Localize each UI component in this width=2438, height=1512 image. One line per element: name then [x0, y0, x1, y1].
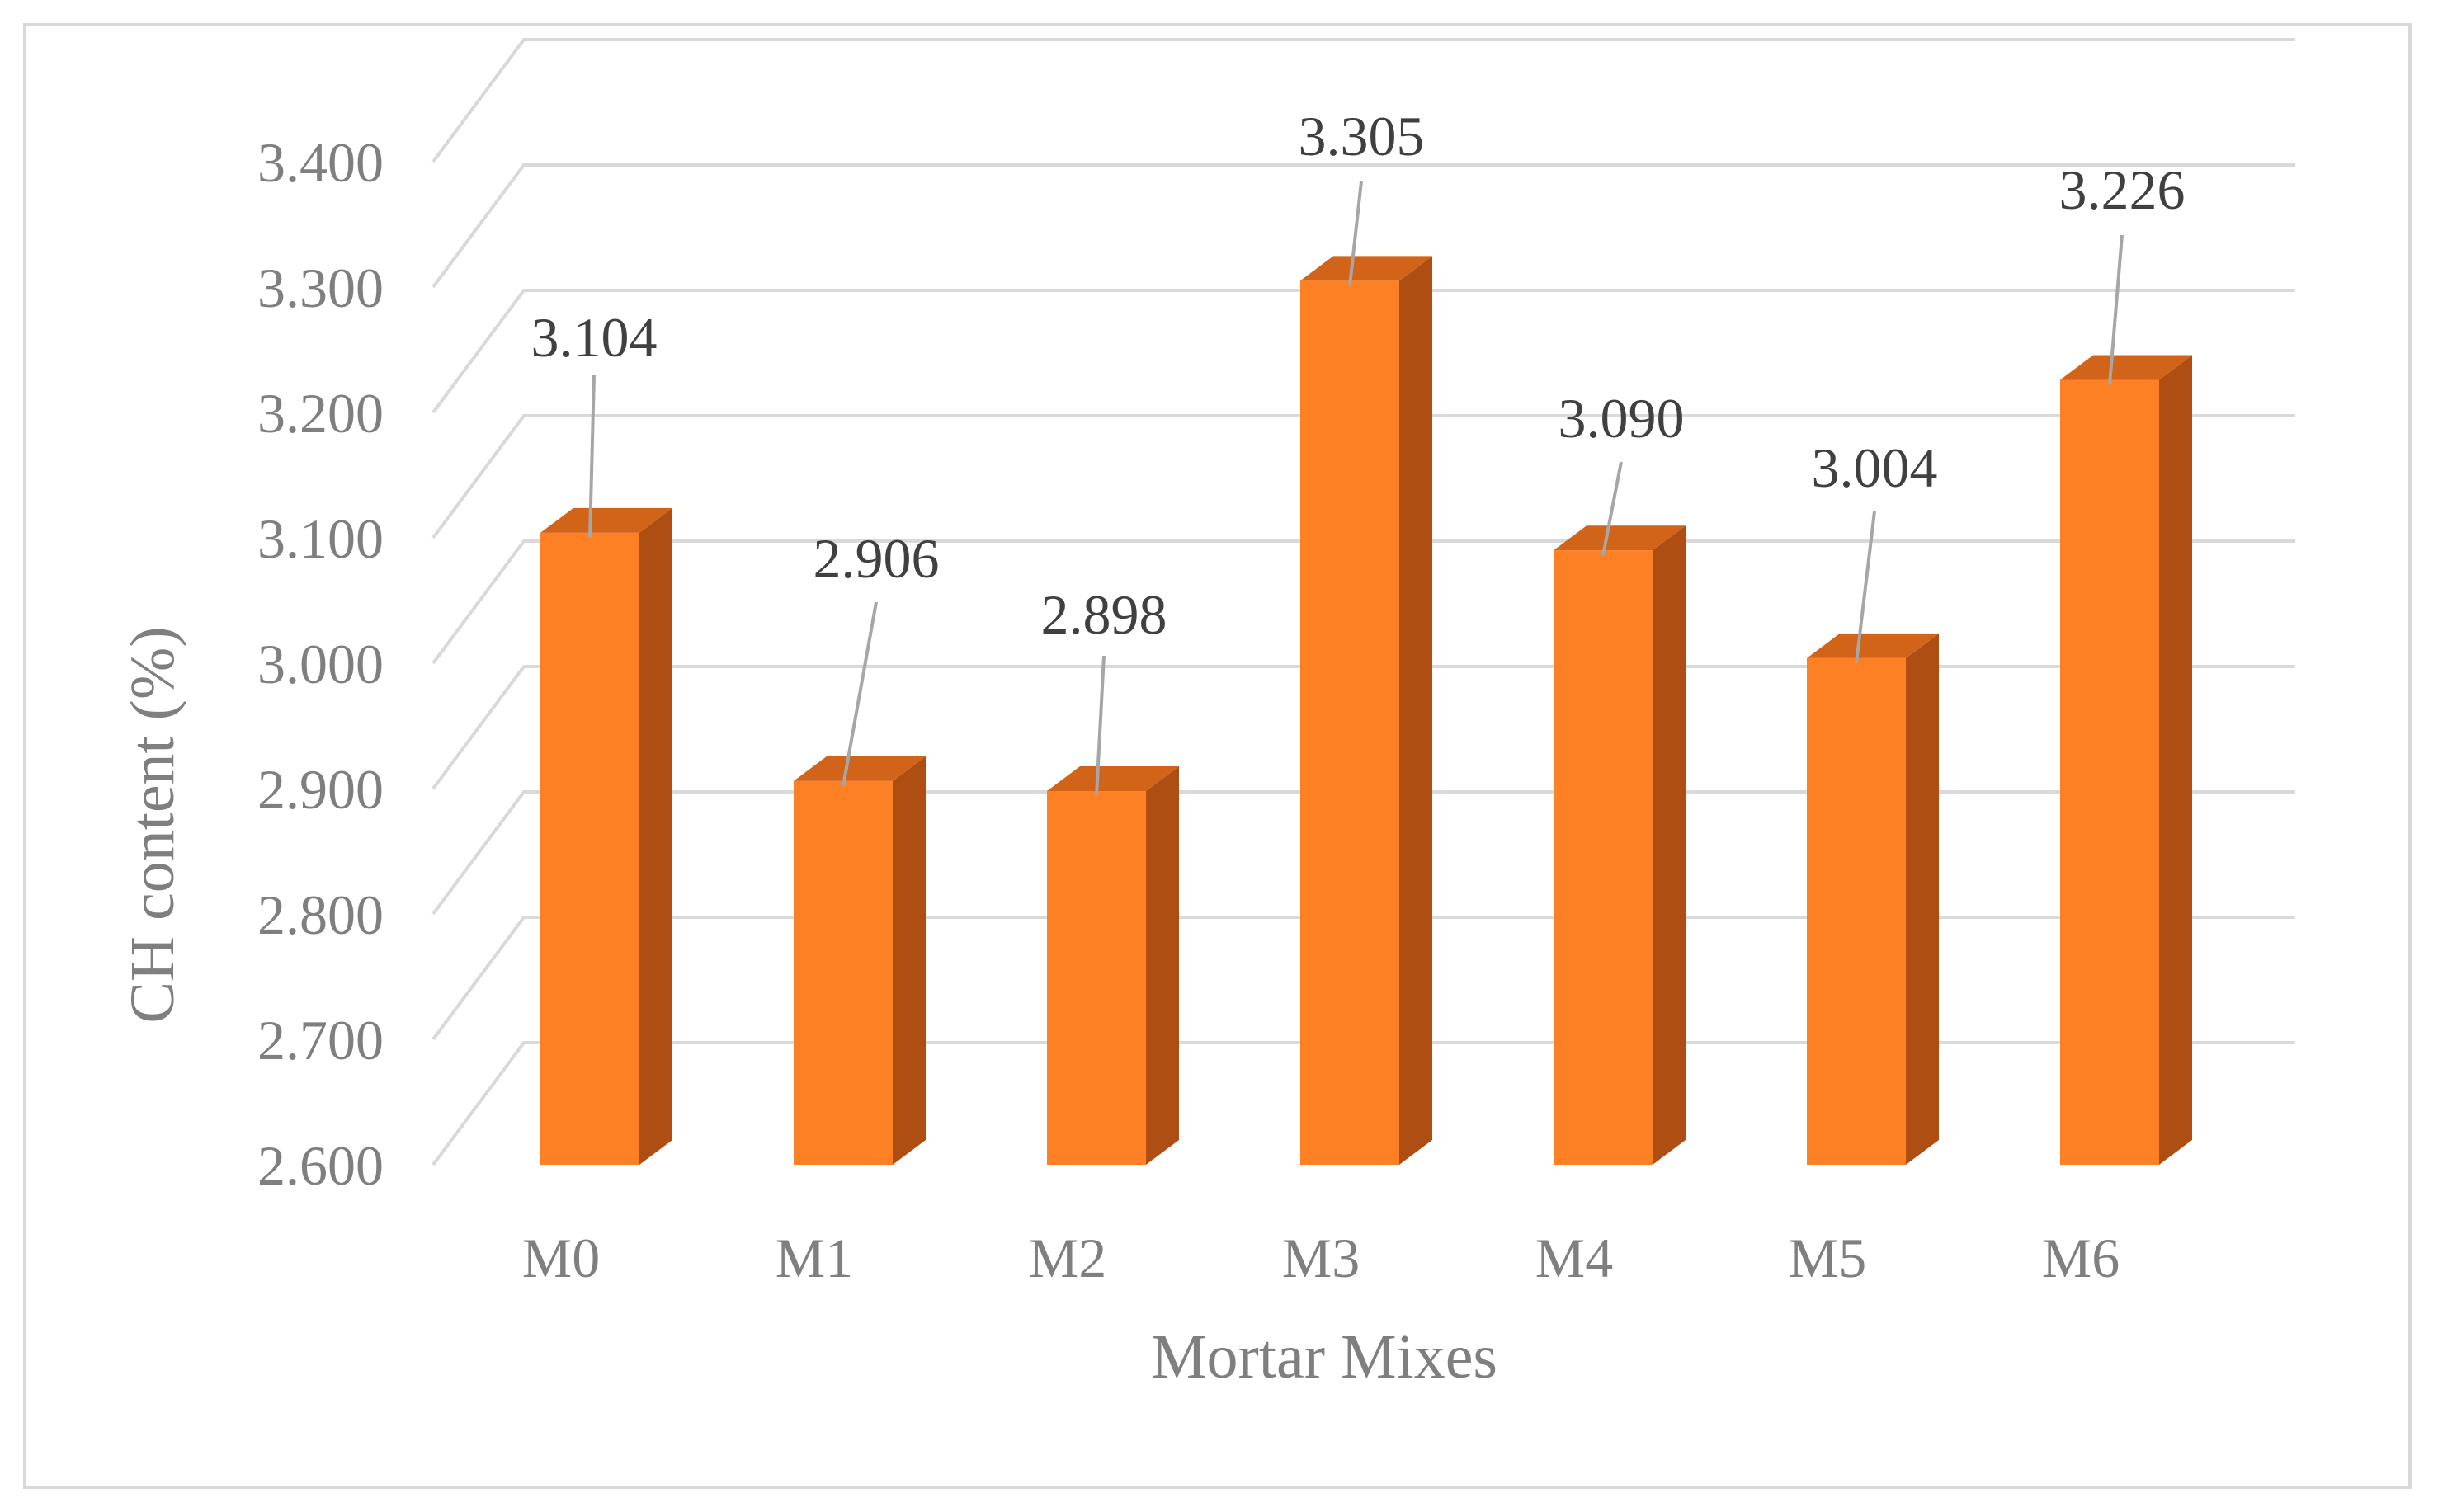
bar-top [794, 756, 926, 781]
y-axis-title: CH content (%) [118, 626, 187, 1023]
bar-M3 [1300, 256, 1432, 1165]
bar-front [1554, 550, 1653, 1165]
gridline [431, 916, 2295, 1041]
bar-top [1807, 633, 1939, 658]
bar-M4 [1554, 525, 1686, 1165]
bar-front [1807, 657, 1906, 1165]
x-tick-label: M2 [1029, 1227, 1106, 1289]
x-axis-title: Mortar Mixes [1151, 1322, 1497, 1392]
chart-frame [23, 23, 2412, 1489]
bar-M5 [1807, 633, 1939, 1165]
gridline [431, 665, 2295, 790]
gridline [431, 539, 2295, 665]
x-tick-label: M5 [1789, 1227, 1866, 1289]
bar-M0 [540, 507, 672, 1165]
bar-side [639, 507, 672, 1165]
data-label: 3.226 [2059, 158, 2186, 221]
gridline [431, 414, 2295, 539]
data-label: 3.090 [1559, 387, 1685, 450]
data-label: 3.305 [1299, 105, 1425, 167]
x-tick-label: M3 [1282, 1227, 1360, 1289]
data-label: 3.004 [1812, 436, 1938, 499]
leader-line [2108, 234, 2124, 385]
bar-front [2060, 379, 2159, 1166]
gridline [431, 38, 2295, 163]
bar-front [1300, 280, 1399, 1165]
gridline [431, 790, 2295, 916]
data-labels: 3.104 2.906 2.898 3.305 3.090 3.004 3.226 [531, 105, 2186, 797]
y-tick-label: 3.200 [257, 382, 384, 445]
x-tick-label: M4 [1535, 1227, 1613, 1289]
leader-line [842, 601, 878, 787]
bar-top [1047, 766, 1179, 792]
y-tick-label: 3.400 [257, 131, 384, 194]
bar-top [1554, 525, 1686, 551]
bar-side [1653, 525, 1686, 1165]
bar-top [540, 507, 672, 533]
x-tick-labels: M0 M1 M2 M3 M4 M5 M6 [522, 1227, 2120, 1289]
bar-side [2159, 355, 2192, 1166]
bar-M6 [2060, 355, 2192, 1166]
data-label: 3.104 [531, 306, 658, 369]
y-tick-label: 2.700 [257, 1009, 384, 1072]
leader-line [1855, 511, 1876, 664]
bar-front [1047, 791, 1146, 1165]
gridline [431, 163, 2295, 289]
y-tick-label: 2.900 [257, 758, 384, 821]
x-tick-label: M6 [2042, 1227, 2120, 1289]
bar-side [1146, 766, 1179, 1165]
leader-line [1601, 461, 1623, 556]
bar-top [2060, 355, 2192, 380]
bar-side [893, 756, 926, 1165]
y-tick-label: 2.600 [257, 1134, 384, 1197]
y-tick-labels: 2.600 2.700 2.800 2.900 3.000 3.100 3.200 3.300… [257, 131, 384, 1197]
bar-M1 [794, 756, 926, 1165]
y-tick-label: 2.800 [257, 883, 384, 946]
leader-line [588, 374, 596, 538]
y-tick-label: 3.300 [257, 257, 384, 319]
bar-M2 [1047, 766, 1179, 1165]
gridlines [431, 38, 2295, 1166]
y-tick-label: 3.000 [257, 633, 384, 695]
leader-line [1095, 655, 1106, 797]
bar-side [1906, 633, 1939, 1165]
data-label: 2.906 [813, 527, 940, 590]
gridline [431, 1041, 2295, 1166]
bar-top [1300, 256, 1432, 281]
gridline [431, 289, 2295, 414]
bar-side [1399, 256, 1432, 1165]
x-tick-label: M1 [776, 1227, 853, 1289]
bar-front [540, 532, 639, 1165]
leader-line [1348, 181, 1363, 286]
bar-front [794, 780, 893, 1165]
y-tick-label: 3.100 [257, 507, 384, 570]
data-label: 2.898 [1041, 583, 1167, 646]
x-tick-label: M0 [522, 1227, 600, 1289]
bars [540, 256, 2192, 1166]
